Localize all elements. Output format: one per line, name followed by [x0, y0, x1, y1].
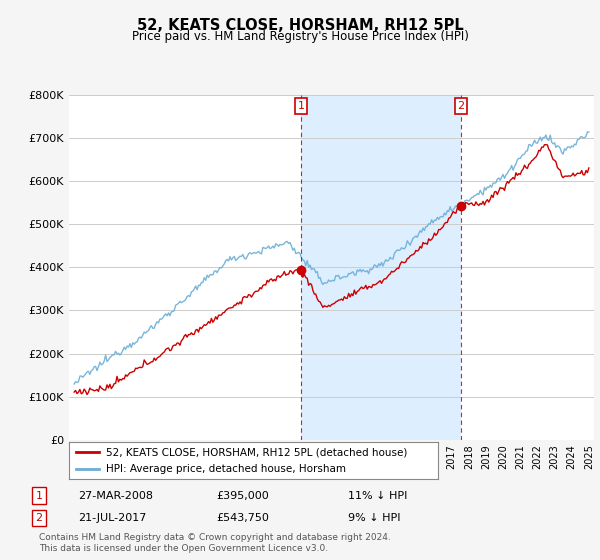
Bar — [301, 95, 461, 440]
Text: 1: 1 — [298, 101, 305, 111]
Text: 11% ↓ HPI: 11% ↓ HPI — [348, 491, 407, 501]
Text: 52, KEATS CLOSE, HORSHAM, RH12 5PL: 52, KEATS CLOSE, HORSHAM, RH12 5PL — [137, 18, 463, 32]
Text: 1: 1 — [35, 491, 43, 501]
Text: 27-MAR-2008: 27-MAR-2008 — [78, 491, 153, 501]
Text: 2: 2 — [35, 513, 43, 523]
Text: 2: 2 — [457, 101, 464, 111]
Text: Contains HM Land Registry data © Crown copyright and database right 2024.
This d: Contains HM Land Registry data © Crown c… — [39, 533, 391, 553]
Text: 52, KEATS CLOSE, HORSHAM, RH12 5PL (detached house): 52, KEATS CLOSE, HORSHAM, RH12 5PL (deta… — [106, 447, 407, 457]
Text: HPI: Average price, detached house, Horsham: HPI: Average price, detached house, Hors… — [106, 464, 346, 474]
Text: 21-JUL-2017: 21-JUL-2017 — [78, 513, 146, 523]
Text: £395,000: £395,000 — [216, 491, 269, 501]
Text: £543,750: £543,750 — [216, 513, 269, 523]
Text: Price paid vs. HM Land Registry's House Price Index (HPI): Price paid vs. HM Land Registry's House … — [131, 30, 469, 43]
Text: 9% ↓ HPI: 9% ↓ HPI — [348, 513, 401, 523]
